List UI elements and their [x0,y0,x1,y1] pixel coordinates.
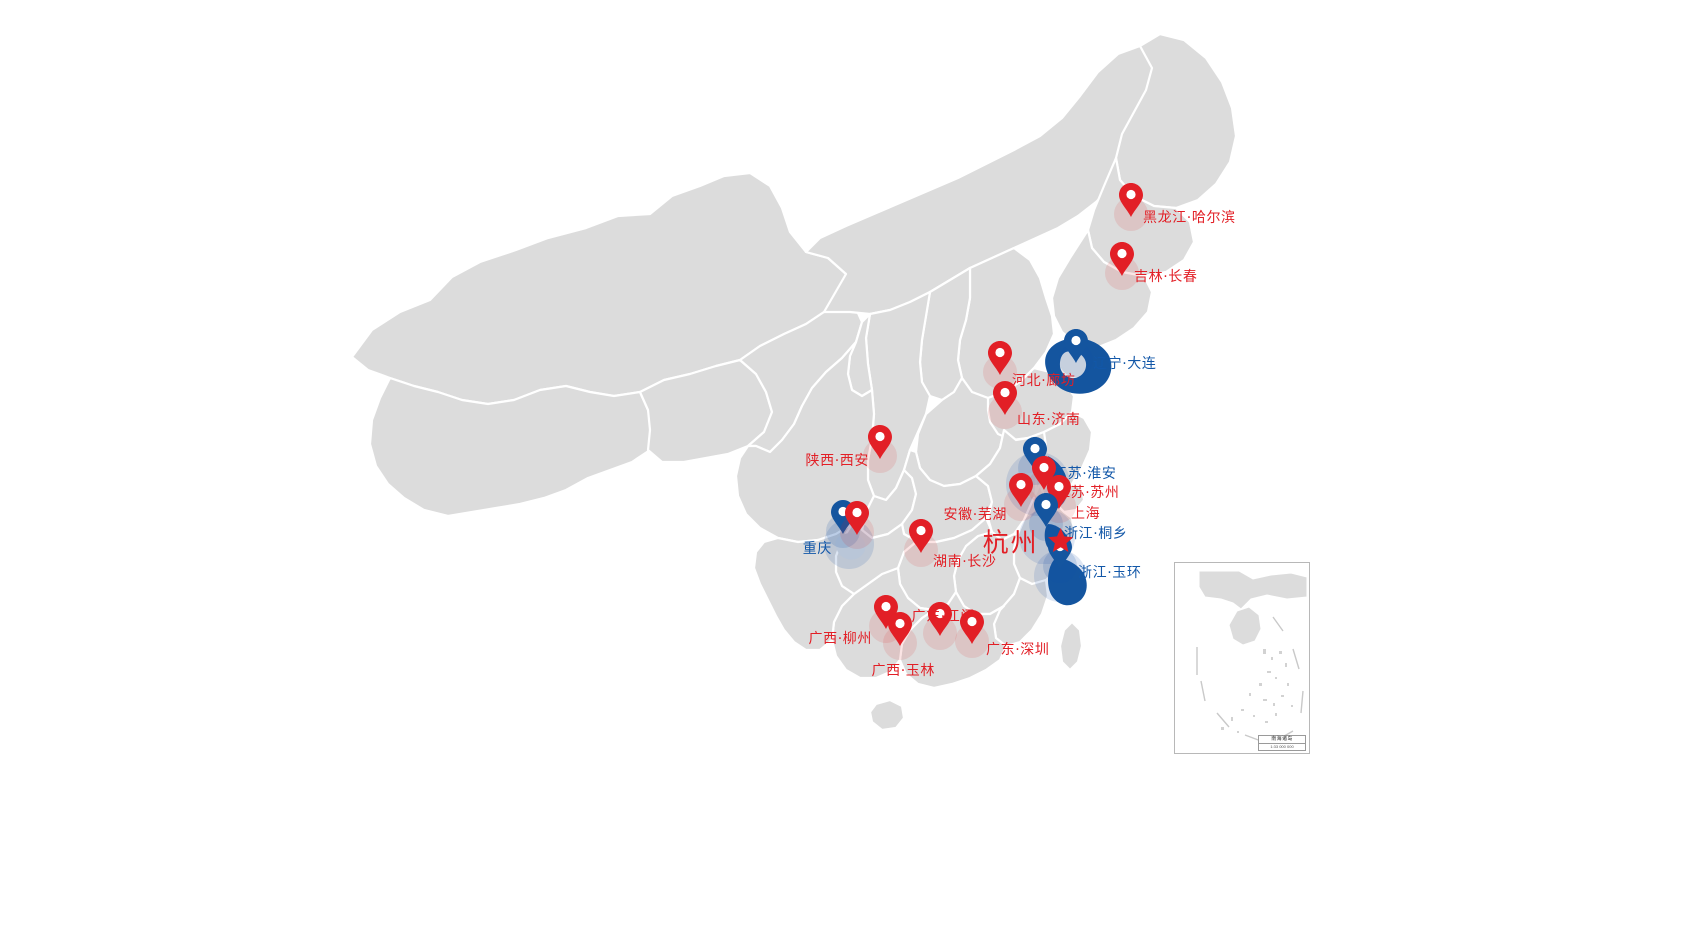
province-shapes [350,32,1238,732]
marker-label: 吉林·长春 [1134,269,1198,285]
map-pin-blue-icon[interactable] [1034,493,1058,532]
map-pin-blue-icon[interactable] [1064,329,1088,368]
map-pin-red-icon[interactable] [993,381,1017,420]
map-pin-red-icon[interactable] [888,612,912,651]
map-pin-red-icon[interactable] [928,602,952,641]
marker-label: 广西·玉林 [871,663,935,679]
marker-label: 黑龙江·哈尔滨 [1143,210,1236,226]
marker-label: 广东·江门 [911,609,975,625]
map-pin-red-icon[interactable] [868,425,892,464]
headquarters-label: 杭州 [982,528,1039,558]
map-pin-red-icon[interactable] [874,595,898,634]
marker-label: 浙江·玉环 [1078,565,1142,581]
marker-label: 江苏·苏州 [1056,485,1120,501]
star-icon [1047,527,1075,560]
marker-label: 浙江·桐乡 [1064,526,1128,542]
map-pin-red-icon[interactable] [988,341,1012,380]
marker-label: 重庆 [802,541,832,557]
marker-label: 上海 [1071,506,1101,522]
inset-scale-bar: 南海诸岛 1:33 000 000 [1258,735,1306,752]
inset-scale-title: 南海诸岛 [1271,736,1293,742]
map-pin-blue-icon[interactable] [1023,437,1047,476]
map-pin-red-icon[interactable] [909,519,933,558]
map-pin-red-icon[interactable] [1110,242,1134,281]
marker-label: 广西·柳州 [808,631,872,647]
marker-label: 广东·深圳 [986,642,1050,658]
inset-scale-ratio: 1:33 000 000 [1259,743,1305,749]
map-pin-red-icon[interactable] [1009,473,1033,512]
headquarters-hangzhou[interactable]: 杭州 [983,527,1075,560]
marker-label: 江苏·淮安 [1053,466,1117,482]
marker-label: 辽宁·大连 [1093,356,1157,372]
map-pin-red-icon[interactable] [960,610,984,649]
map-pin-red-icon[interactable] [845,501,869,540]
map-pin-red-icon[interactable] [1119,183,1143,222]
marker-label: 安徽·芜湖 [943,507,1007,523]
marker-label: 山东·济南 [1017,412,1081,428]
marker-label: 河北·廊坊 [1012,373,1076,389]
marker-label: 湖南·长沙 [933,554,997,570]
map-pin-red-icon[interactable] [1032,456,1056,495]
map-pin-red-icon[interactable] [1047,475,1071,514]
inset-map-south-china-sea [1174,562,1310,754]
marker-label: 陕西·西安 [805,453,869,469]
